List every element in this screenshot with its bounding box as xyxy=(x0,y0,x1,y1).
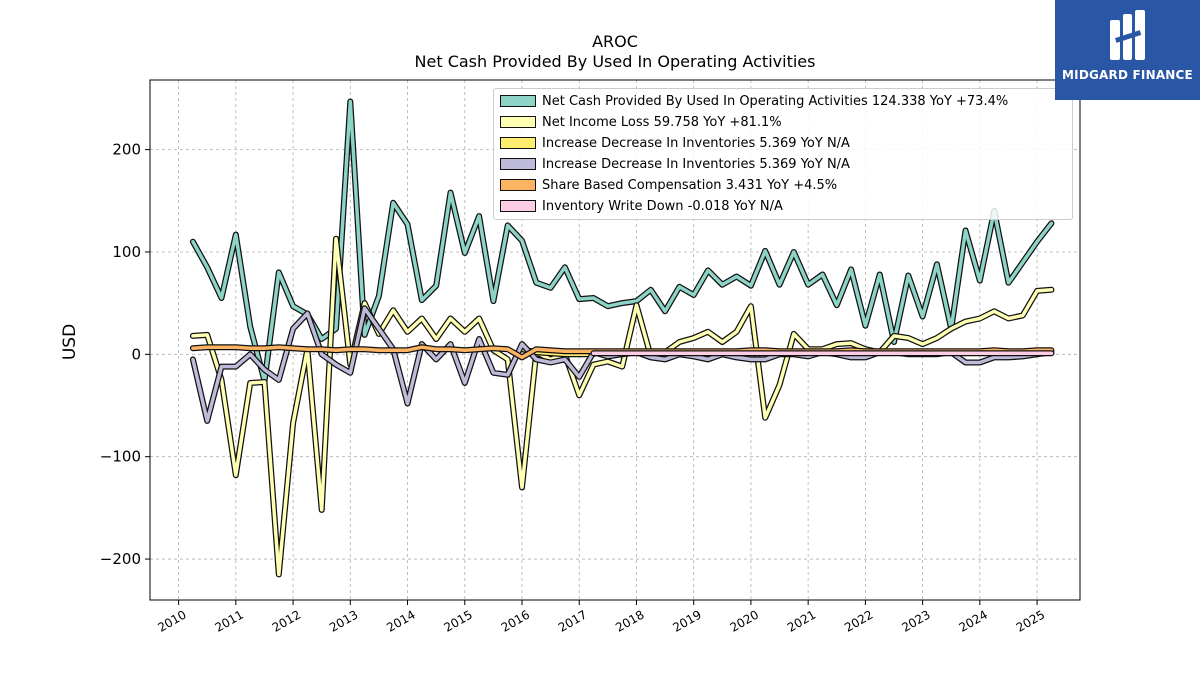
legend-item: Net Cash Provided By Used In Operating A… xyxy=(500,93,1008,109)
legend-label: Increase Decrease In Inventories 5.369 Y… xyxy=(542,135,850,151)
x-tick-label: 2019 xyxy=(670,607,703,634)
legend-item: Share Based Compensation 3.431 YoY +4.5% xyxy=(500,177,837,193)
legend-label: Inventory Write Down -0.018 YoY N/A xyxy=(542,198,783,214)
plot-frame xyxy=(149,79,1081,601)
x-tick-label: 2011 xyxy=(213,607,246,634)
legend-label: Net Income Loss 59.758 YoY +81.1% xyxy=(542,114,782,130)
x-tick-label: 2020 xyxy=(728,607,761,634)
chart-subtitle: Net Cash Provided By Used In Operating A… xyxy=(414,52,816,71)
x-tick-label: 2010 xyxy=(155,607,188,634)
x-tick-label: 2016 xyxy=(499,607,532,634)
x-tick-label: 2012 xyxy=(270,607,303,634)
legend-swatch xyxy=(500,179,536,191)
legend-swatch xyxy=(500,95,536,107)
legend-item: Net Income Loss 59.758 YoY +81.1% xyxy=(500,114,782,130)
series-lines xyxy=(189,98,1055,578)
legend-label: Increase Decrease In Inventories 5.369 Y… xyxy=(542,156,850,172)
series-line-0 xyxy=(191,99,1054,383)
y-tick-label: −200 xyxy=(100,550,141,568)
x-tick-label: 2015 xyxy=(441,607,474,634)
x-tick-label: 2021 xyxy=(785,607,818,634)
y-tick-label: −100 xyxy=(100,448,141,466)
x-tick-label: 2022 xyxy=(842,607,875,634)
legend-swatch xyxy=(500,116,536,128)
x-tick-label: 2018 xyxy=(613,607,646,634)
y-tick-label: 200 xyxy=(112,141,141,159)
x-tick-label: 2023 xyxy=(899,607,932,634)
x-tick-label: 2024 xyxy=(957,607,990,634)
x-tick-label: 2013 xyxy=(327,607,360,634)
chart-title: AROC xyxy=(592,32,638,51)
legend-item: Increase Decrease In Inventories 5.369 Y… xyxy=(500,156,850,172)
x-tick-label: 2025 xyxy=(1014,607,1047,634)
legend-label: Net Cash Provided By Used In Operating A… xyxy=(542,93,1009,109)
chart-legend: Net Cash Provided By Used In Operating A… xyxy=(493,88,1073,220)
legend-swatch xyxy=(500,137,536,149)
x-tick-label: 2017 xyxy=(556,607,589,634)
y-tick-label: 100 xyxy=(112,243,141,261)
y-tick-label: 0 xyxy=(131,345,141,363)
x-tick-label: 2014 xyxy=(384,607,417,634)
logo-mark-icon xyxy=(1110,10,1145,60)
legend-swatch xyxy=(500,158,536,170)
logo-text: MIDGARD FINANCE xyxy=(1062,68,1193,82)
legend-label: Share Based Compensation 3.431 YoY +4.5% xyxy=(542,177,838,193)
series-line-1 xyxy=(191,236,1054,577)
legend-item: Increase Decrease In Inventories 5.369 Y… xyxy=(500,135,850,151)
y-axis-label: USD xyxy=(60,324,80,360)
legend-swatch xyxy=(500,200,536,212)
brand-logo: MIDGARD FINANCE xyxy=(1055,0,1200,100)
legend-item: Inventory Write Down -0.018 YoY N/A xyxy=(500,198,783,214)
